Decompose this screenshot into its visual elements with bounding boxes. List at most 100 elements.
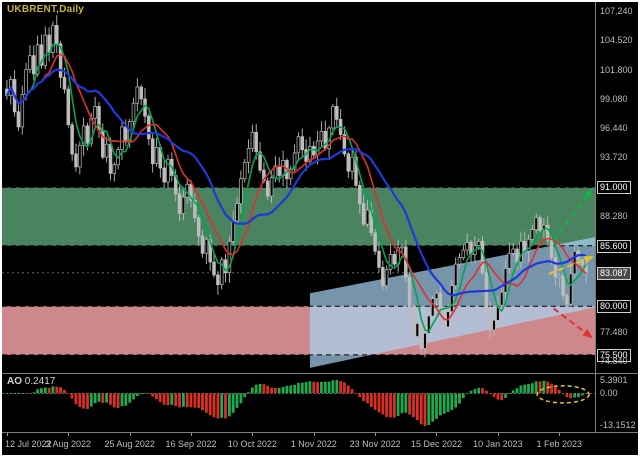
time-tick: [436, 433, 438, 436]
ao-bar: [412, 393, 415, 418]
ao-bar: [120, 393, 124, 407]
ao-bar: [339, 381, 342, 394]
ao-bar: [335, 380, 339, 394]
price-chart-canvas[interactable]: [2, 2, 595, 373]
ao-bar: [446, 393, 450, 412]
candle-body: [568, 273, 573, 305]
price-tick-label: 104.520: [600, 35, 633, 46]
candle-body: [166, 158, 170, 183]
ao-bar: [554, 387, 557, 394]
candle-body: [223, 259, 228, 274]
ao-indicator-canvas[interactable]: [2, 374, 595, 432]
candle-body: [296, 136, 301, 154]
candle-body: [538, 217, 542, 232]
candle-body: [112, 164, 117, 174]
candle-body: [32, 55, 36, 75]
ao-bar: [584, 393, 588, 394]
time-tick: [313, 433, 315, 436]
candle-body: [457, 257, 462, 265]
price-level-chip: 91.000: [597, 181, 631, 195]
ao-bar: [465, 393, 469, 394]
candle-body: [388, 254, 393, 270]
candle-body: [93, 106, 97, 119]
ao-bar: [331, 380, 335, 394]
candle-body: [331, 106, 335, 129]
candle-body: [381, 267, 385, 287]
ao-bar: [224, 393, 227, 419]
candle-body: [74, 153, 78, 168]
price-tick-label: 107.240: [600, 6, 633, 16]
time-axis[interactable]: 12 Jul 2022 3 Aug 2022 25 Aug 2022 16 Sep 2…: [2, 433, 638, 455]
ao-bar: [63, 389, 66, 394]
ao-bar: [170, 393, 174, 405]
ao-bar: [201, 393, 204, 411]
candle-body: [423, 332, 427, 349]
price-level-chip: 80.000: [597, 300, 631, 314]
ao-bar: [32, 392, 36, 394]
candle-body: [216, 274, 220, 285]
ao-bar: [550, 383, 553, 394]
candle-body: [315, 140, 320, 156]
date-tick-label: 3 Aug 2022: [45, 439, 92, 449]
candle-body: [503, 268, 508, 293]
time-tick: [6, 433, 8, 436]
price-tick-label: 88.280: [600, 210, 628, 221]
candle-body: [39, 44, 44, 66]
candle-body: [58, 43, 63, 78]
ao-bar: [389, 393, 392, 418]
ao-bar: [500, 393, 504, 401]
candle-body: [354, 156, 358, 186]
ao-bar: [385, 393, 388, 417]
price-level-chip: 83.087: [597, 266, 631, 280]
ao-bar: [293, 384, 296, 394]
ao-bar: [112, 393, 116, 408]
ao-bar: [78, 393, 82, 408]
ao-bar: [220, 393, 224, 418]
candle-body: [239, 178, 243, 204]
panel-separator[interactable]: [2, 373, 638, 374]
time-tick: [375, 433, 377, 436]
ao-bar: [59, 387, 62, 394]
candle-body: [526, 238, 531, 252]
ao-bar: [178, 393, 181, 408]
candle-body: [235, 203, 239, 222]
date-tick-label: 23 Nov 2022: [349, 439, 401, 449]
ao-bar: [508, 393, 511, 394]
ao-bar: [580, 393, 584, 396]
candle-body: [565, 295, 569, 305]
price-axis[interactable]: 107.240 104.520 101.800 99.080 96.440 93.720 9…: [595, 2, 638, 374]
candle-body: [545, 224, 550, 241]
ao-highlight-ellipse: [536, 385, 590, 404]
ao-bar: [28, 393, 32, 394]
ao-bar: [143, 392, 147, 394]
ao-bar: [404, 393, 408, 413]
ao-bar: [312, 381, 316, 394]
candle-body: [488, 306, 492, 331]
ao-bar: [557, 389, 561, 394]
candle-body: [350, 156, 354, 172]
time-tick: [191, 433, 193, 436]
panel-separator-2[interactable]: [2, 432, 638, 433]
ao-axis[interactable]: 5.3901 0.00 -13.1512: [595, 374, 638, 432]
candle-body: [265, 180, 270, 197]
candle-body: [277, 165, 281, 176]
ao-bar: [277, 388, 281, 394]
ao-tick-label: -13.1512: [600, 420, 636, 430]
ao-bar: [235, 393, 239, 408]
candle-body: [453, 263, 458, 287]
ao-bar: [373, 393, 377, 410]
ao-indicator-label: AO 0.2417: [7, 376, 55, 387]
ma-fast-line: [6, 43, 587, 333]
ao-bar: [274, 388, 277, 394]
ao-bar: [86, 393, 89, 409]
ao-bar: [327, 381, 331, 394]
ao-bar: [504, 393, 507, 398]
candle-body: [254, 131, 258, 153]
ao-bar: [13, 393, 16, 394]
ao-bar: [492, 393, 496, 397]
symbol-timeframe-label: UKBRENT,Daily: [7, 4, 85, 15]
date-tick-label: 10 Oct 2022: [227, 439, 277, 449]
candle-body: [62, 76, 67, 90]
ao-bar: [128, 393, 132, 403]
